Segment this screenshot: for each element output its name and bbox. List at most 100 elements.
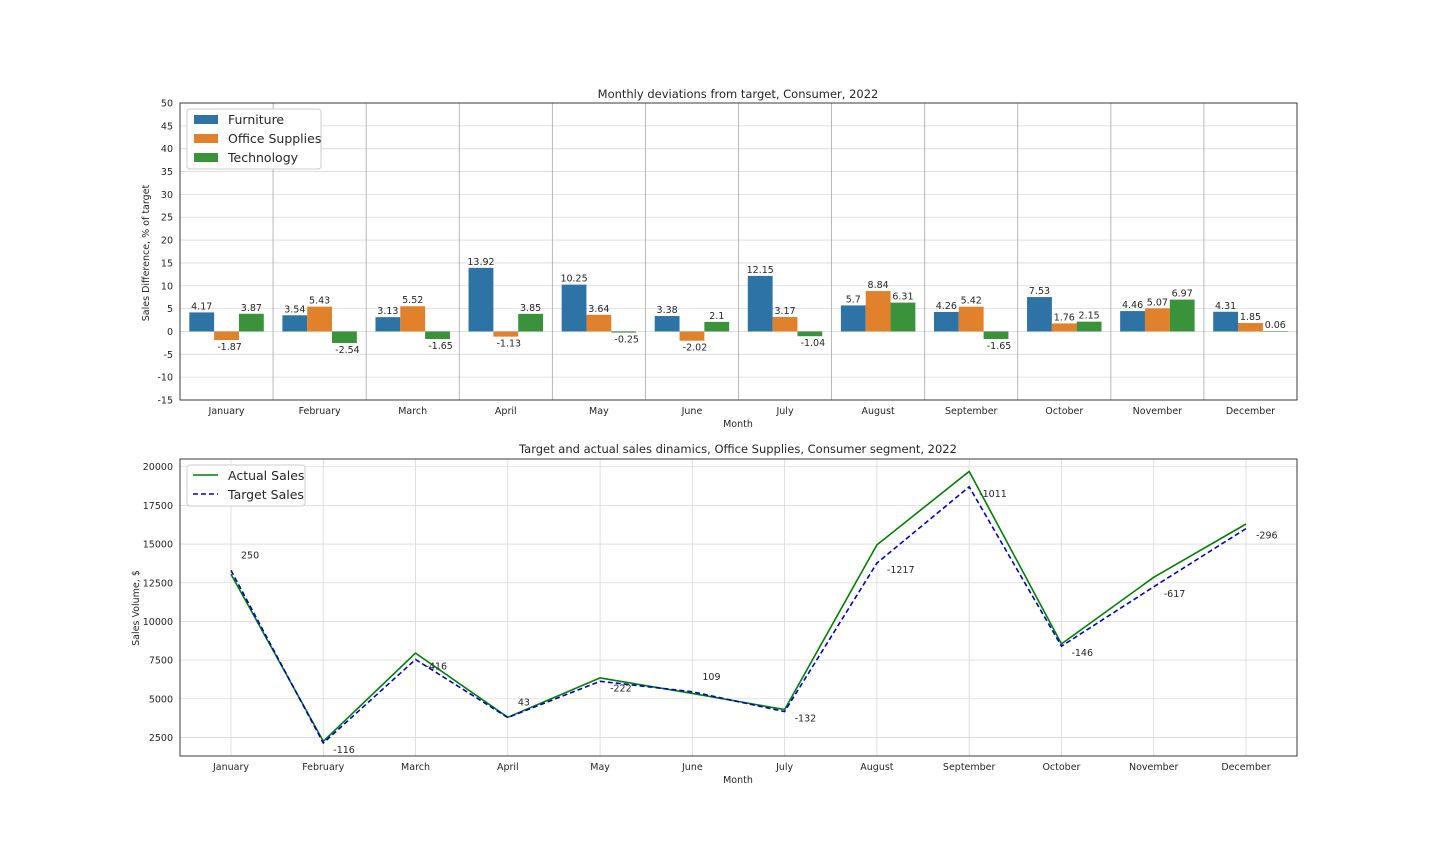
- bottom-x-tick-label: October: [1042, 762, 1080, 773]
- bar-data-label: 3.17: [774, 306, 795, 317]
- bar-office-supplies-july: [772, 316, 798, 332]
- top-x-tick-label: February: [299, 406, 341, 417]
- bottom-y-tick-label: 5000: [149, 694, 173, 705]
- line-annotation-august: -1217: [887, 565, 915, 576]
- bar-technology-november: [1169, 299, 1195, 332]
- top-y-tick-label: 40: [161, 144, 173, 155]
- line-annotation-february: -116: [333, 745, 355, 756]
- bar-data-label: 1.76: [1054, 312, 1075, 323]
- legend-swatch-office-supplies: [194, 134, 218, 143]
- top-x-tick-label: June: [681, 406, 703, 417]
- top-legend-frame: [186, 108, 322, 170]
- legend-label-actual-sales: Actual Sales: [228, 468, 304, 483]
- bar-data-label: 4.17: [191, 301, 212, 312]
- bar-furniture-august: [840, 305, 866, 332]
- line-actual-sales: [230, 470, 1247, 743]
- bottom-y-tick-label: 15000: [143, 540, 173, 551]
- bottom-chart-lines: [230, 470, 1247, 744]
- bottom-x-tick-label: December: [1221, 762, 1270, 773]
- top-y-tick-label: 15: [161, 258, 173, 269]
- bar-office-supplies-may: [586, 314, 612, 332]
- top-x-tick-label: April: [495, 406, 517, 417]
- bottom-line-chart: Target and actual sales dinamics, Office…: [131, 442, 1298, 786]
- bottom-chart-title: Target and actual sales dinamics, Office…: [518, 442, 957, 456]
- top-x-tick-label: October: [1045, 406, 1083, 417]
- top-chart-data-labels: 4.17 3.54 3.13 13.92 10.25 3.38 12.15 5.7 4.26 7.…: [191, 257, 1286, 356]
- top-y-tick-label: 25: [161, 213, 173, 224]
- line-annotation-december: -296: [1256, 531, 1278, 542]
- bottom-y-tick-label: 7500: [149, 656, 173, 667]
- bar-data-label: 2.1: [709, 311, 724, 322]
- bottom-y-tick-label: 12500: [143, 578, 173, 589]
- line-target-sales: [230, 485, 1247, 744]
- legend-label-technology: Technology: [227, 150, 299, 165]
- bar-technology-october: [1076, 321, 1102, 332]
- bar-technology-august: [890, 302, 916, 332]
- bottom-x-tick-label: November: [1129, 762, 1179, 773]
- bar-data-label: 4.26: [936, 301, 957, 312]
- bar-data-label: 5.43: [309, 296, 330, 307]
- bar-data-label: 0.06: [1265, 320, 1286, 331]
- bottom-chart-frame: [179, 458, 1298, 757]
- bar-data-label: -1.65: [987, 341, 1012, 352]
- bar-data-label: 6.31: [892, 292, 913, 303]
- bottom-x-tick-label: March: [401, 762, 430, 773]
- bottom-y-tick-label: 17500: [143, 501, 173, 512]
- line-annotation-april: 43: [518, 697, 530, 708]
- top-y-tick-label: -10: [157, 373, 173, 384]
- bar-furniture-february: [282, 315, 308, 332]
- bar-furniture-march: [375, 317, 401, 332]
- bottom-y-tick-label: 2500: [149, 733, 173, 744]
- top-x-tick-label: November: [1133, 406, 1183, 417]
- bar-furniture-november: [1120, 311, 1145, 332]
- bar-office-supplies-october: [1051, 323, 1077, 332]
- legend-label-target-sales: Target Sales: [227, 487, 304, 502]
- bar-data-label: 3.38: [657, 305, 678, 316]
- bar-office-supplies-august: [865, 291, 891, 332]
- bottom-x-tick-label: August: [860, 762, 894, 773]
- bar-technology-february: [332, 331, 357, 344]
- line-annotation-june: 109: [702, 672, 720, 683]
- bar-data-label: 7.53: [1029, 286, 1050, 297]
- top-x-tick-label: May: [589, 406, 609, 417]
- top-y-tick-label: 50: [161, 99, 173, 110]
- bar-data-label: 4.46: [1122, 300, 1143, 311]
- bar-data-label: 5.7: [846, 294, 861, 305]
- bar-data-label: 3.54: [284, 304, 305, 315]
- bottom-x-tick-label: April: [497, 762, 519, 773]
- bar-data-label: -1.65: [428, 341, 453, 352]
- top-y-tick-label: 0: [167, 327, 173, 338]
- top-y-tick-label: 30: [161, 190, 173, 201]
- bottom-x-tick-label: July: [775, 762, 793, 773]
- bar-data-label: 3.85: [520, 303, 541, 314]
- bar-office-supplies-february: [307, 306, 333, 332]
- bar-data-label: 13.92: [467, 257, 494, 268]
- bar-furniture-april: [468, 267, 494, 332]
- bar-data-label: 5.42: [961, 296, 982, 307]
- top-y-tick-label: 5: [167, 304, 173, 315]
- top-y-tick-label: 10: [161, 281, 173, 292]
- bar-data-label: 8.84: [868, 280, 889, 291]
- bar-furniture-october: [1027, 297, 1052, 332]
- top-x-tick-label: January: [208, 406, 245, 417]
- bar-furniture-january: [189, 312, 215, 332]
- bottom-chart-grid: [180, 459, 1297, 756]
- bar-office-supplies-april: [493, 331, 519, 337]
- bar-data-label: 3.13: [377, 306, 398, 317]
- bar-data-label: 5.52: [402, 295, 423, 306]
- bar-data-label: 1.85: [1240, 312, 1261, 323]
- bar-data-label: -1.04: [801, 338, 826, 349]
- top-y-tick-label: 45: [161, 121, 173, 132]
- bar-office-supplies-december: [1238, 323, 1263, 332]
- line-annotation-july: -132: [795, 714, 817, 725]
- bottom-x-tick-label: January: [212, 762, 249, 773]
- bar-furniture-july: [747, 275, 773, 332]
- bar-furniture-september: [933, 311, 959, 332]
- line-annotation-october: -146: [1071, 648, 1093, 659]
- bar-data-label: -1.87: [217, 342, 242, 353]
- bottom-chart-annotations: 250 -116 -416 43 -222 109 -132 -1217 -1011 -146 -6…: [241, 489, 1278, 756]
- legend-label-office-supplies: Office Supplies: [228, 131, 321, 146]
- line-annotation-september: -1011: [979, 489, 1007, 500]
- bar-technology-january: [238, 313, 264, 332]
- top-y-tick-label: -15: [157, 396, 173, 407]
